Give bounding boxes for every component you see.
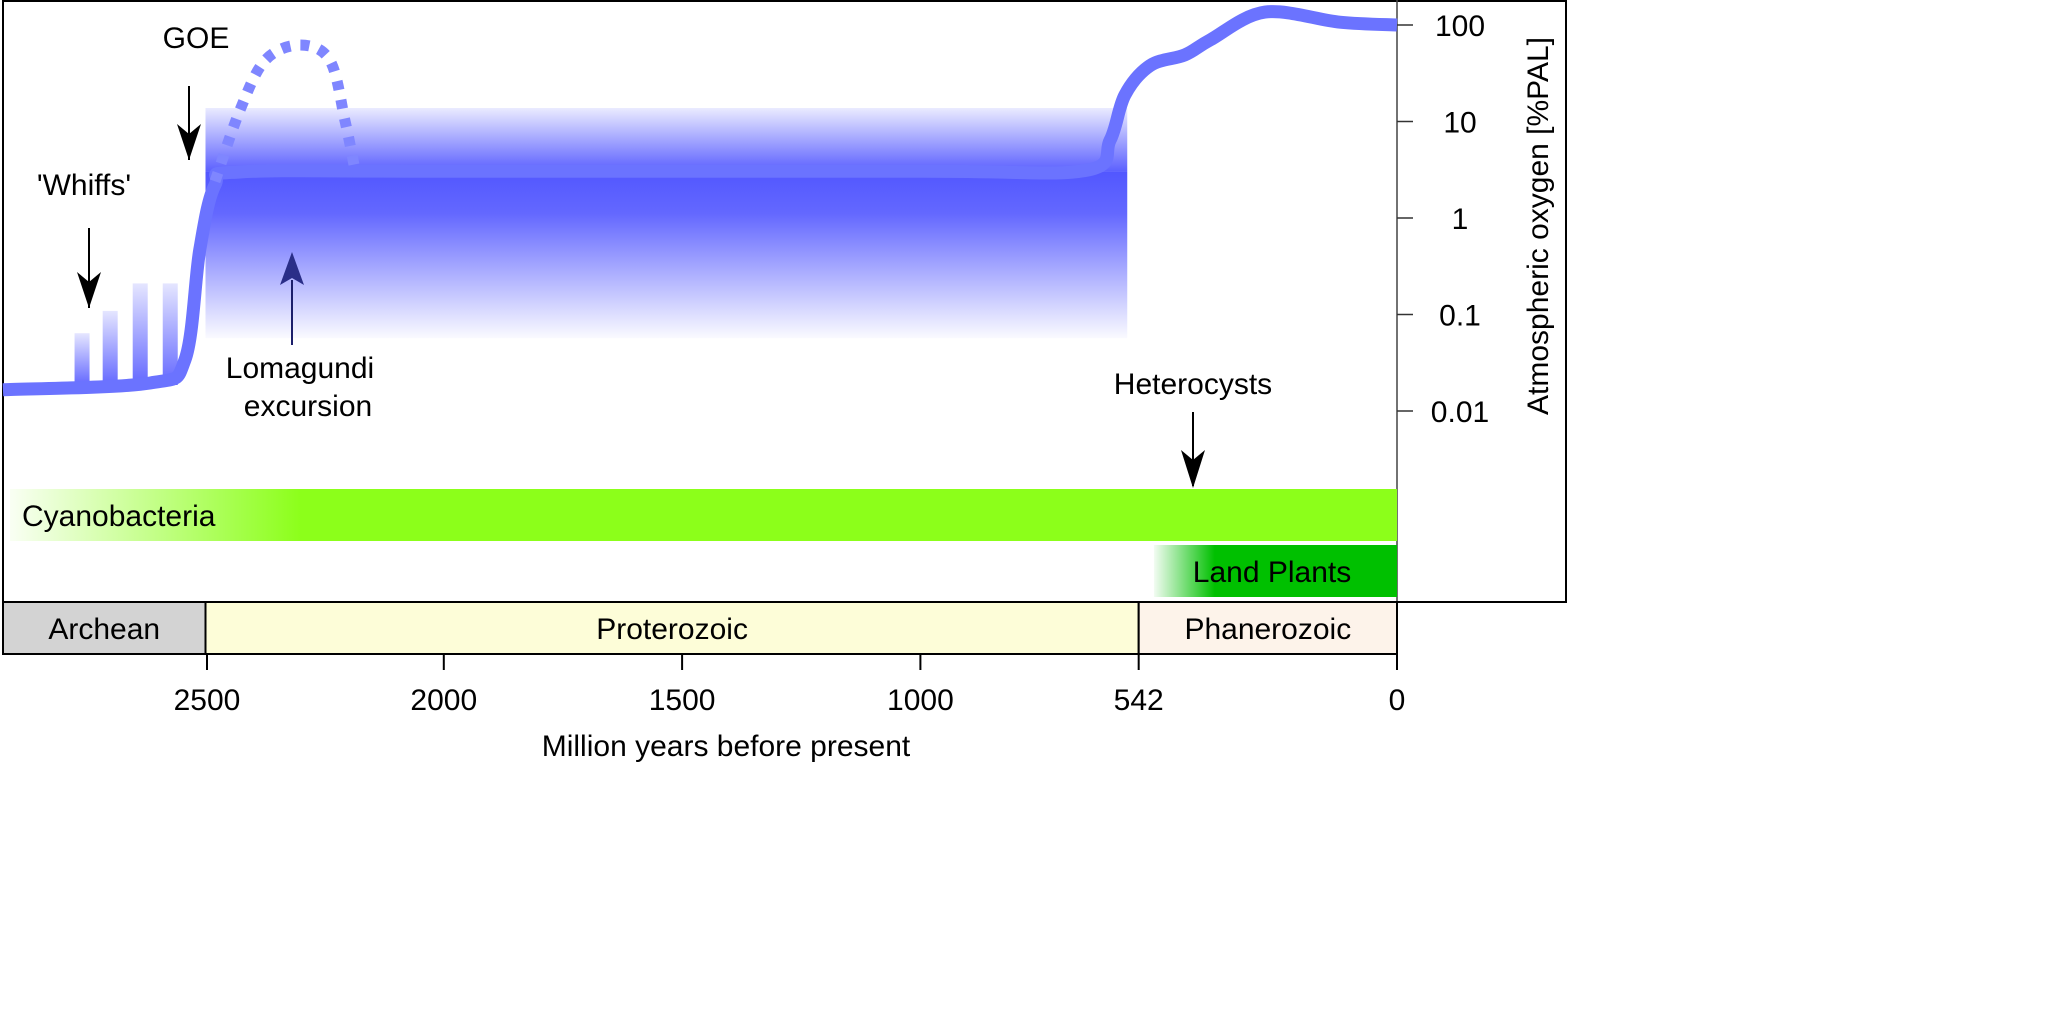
era-phanerozoic xyxy=(1137,601,1398,655)
goe-label: GOE xyxy=(163,22,230,55)
y-tick-label: 0.1 xyxy=(1439,300,1481,333)
x-tick-label: 0 xyxy=(1389,684,1406,717)
whiffs-arrow xyxy=(77,228,101,308)
x-tick-label: 2000 xyxy=(410,684,477,717)
x-axis-label: Million years before present xyxy=(542,730,911,763)
heterocysts-arrow xyxy=(1181,412,1205,488)
y-tick-label: 0.01 xyxy=(1431,396,1489,429)
organism-label: Land Plants xyxy=(1193,556,1351,589)
era-label: Archean xyxy=(48,613,160,646)
whiff-bar xyxy=(74,333,90,385)
era-label: Proterozoic xyxy=(596,613,748,646)
whiff-bar xyxy=(132,283,148,385)
heterocysts-label: Heterocysts xyxy=(1114,368,1272,401)
lomagundi-arrow xyxy=(280,252,304,345)
band-upper xyxy=(205,108,1128,172)
lomagundi-excursion-line xyxy=(209,39,361,184)
whiff-bar xyxy=(162,283,178,385)
whiffs-label: 'Whiffs' xyxy=(37,169,131,202)
organism-label: Cyanobacteria xyxy=(22,500,216,533)
y-tick-label: 10 xyxy=(1443,107,1476,140)
x-tick-label: 2500 xyxy=(174,684,241,717)
x-tick-label: 1000 xyxy=(887,684,954,717)
lomagundi-label-line1: Lomagundi xyxy=(226,352,374,385)
lomagundi-label-line2: excursion xyxy=(244,390,372,423)
oxygen-line xyxy=(2,5,1398,397)
band-lower xyxy=(205,171,1128,339)
y-tick-label: 100 xyxy=(1435,10,1485,43)
era-label: Phanerozoic xyxy=(1184,613,1351,646)
organism-bar-0 xyxy=(10,489,1397,541)
y-axis-label: Atmospheric oxygen [%PAL] xyxy=(1522,37,1555,415)
whiffs-bars xyxy=(74,283,178,385)
era-archean xyxy=(2,601,207,655)
y-axis: 100 10 1 0.1 0.01 xyxy=(1397,10,1489,429)
x-tick-label: 542 xyxy=(1114,684,1164,717)
x-tick-label: 1500 xyxy=(649,684,716,717)
x-axis: 2500 2000 1500 1000 542 0 xyxy=(174,654,1406,717)
organism-bar-1 xyxy=(1153,545,1397,597)
goe-arrow xyxy=(177,86,201,160)
whiff-bar xyxy=(102,310,118,385)
uncertainty-band xyxy=(205,108,1128,339)
y-tick-label: 1 xyxy=(1452,203,1469,236)
